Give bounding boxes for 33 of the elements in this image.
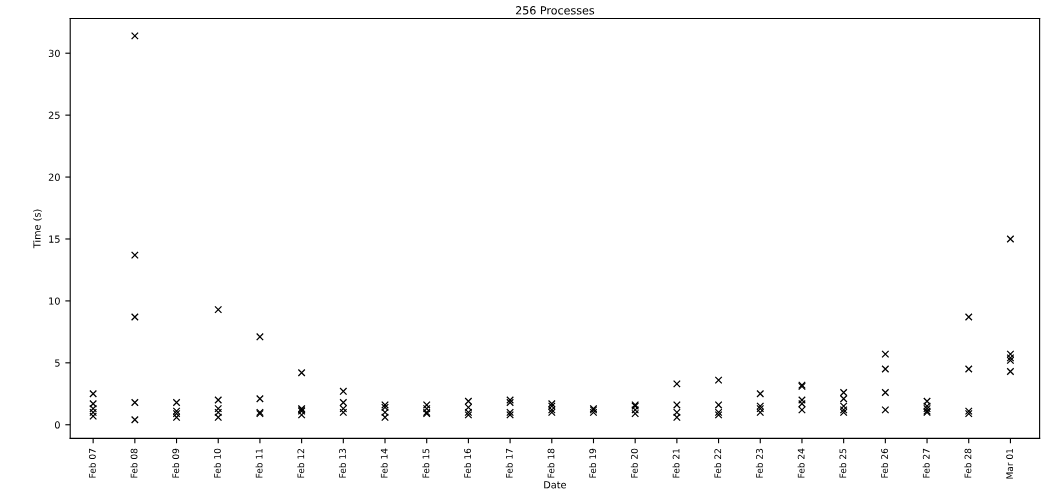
x-tick-label: Feb 27 <box>922 448 930 478</box>
chart-title: 256 Processes <box>515 6 595 15</box>
x-tick-label: Feb 26 <box>880 448 888 478</box>
y-tick-label: 30 <box>48 49 60 58</box>
x-tick-label: Feb 18 <box>547 448 555 478</box>
x-tick-label: Feb 16 <box>464 448 472 478</box>
x-tick-label: Feb 28 <box>964 448 972 478</box>
x-tick-label: Mar 01 <box>1006 448 1014 479</box>
y-tick-label: 10 <box>49 297 60 305</box>
x-tick-label: Feb 23 <box>755 448 763 478</box>
y-tick-label: 25 <box>48 111 60 119</box>
x-tick-label: Feb 22 <box>714 449 722 478</box>
x-axis-title: Date <box>544 481 567 489</box>
x-tick-label: Feb 13 <box>338 448 346 478</box>
x-tick-label: Feb 11 <box>255 448 263 478</box>
y-axis-title: Time (s) <box>33 209 42 249</box>
x-tick-label: Feb 19 <box>589 448 597 478</box>
x-tick-label: Feb 20 <box>630 448 638 478</box>
x-tick-label: Feb 10 <box>213 448 221 478</box>
x-tick-label: Feb 07 <box>88 448 96 478</box>
y-tick-label: 15 <box>49 235 60 243</box>
x-tick-label: Feb 08 <box>130 448 138 478</box>
x-tick-label: Feb 15 <box>422 448 430 478</box>
y-tick-label: 0 <box>54 421 60 429</box>
x-tick-label: Feb 25 <box>839 448 847 478</box>
x-tick-label: Feb 17 <box>505 448 513 478</box>
x-tick-label: Feb 12 <box>297 449 305 478</box>
x-tick-label: Feb 09 <box>172 448 180 478</box>
y-tick-label: 20 <box>48 173 60 181</box>
x-tick-label: Feb 24 <box>797 448 805 478</box>
x-tick-label: Feb 14 <box>380 448 388 478</box>
y-tick-label: 5 <box>55 359 60 367</box>
x-tick-label: Feb 21 <box>672 448 680 478</box>
